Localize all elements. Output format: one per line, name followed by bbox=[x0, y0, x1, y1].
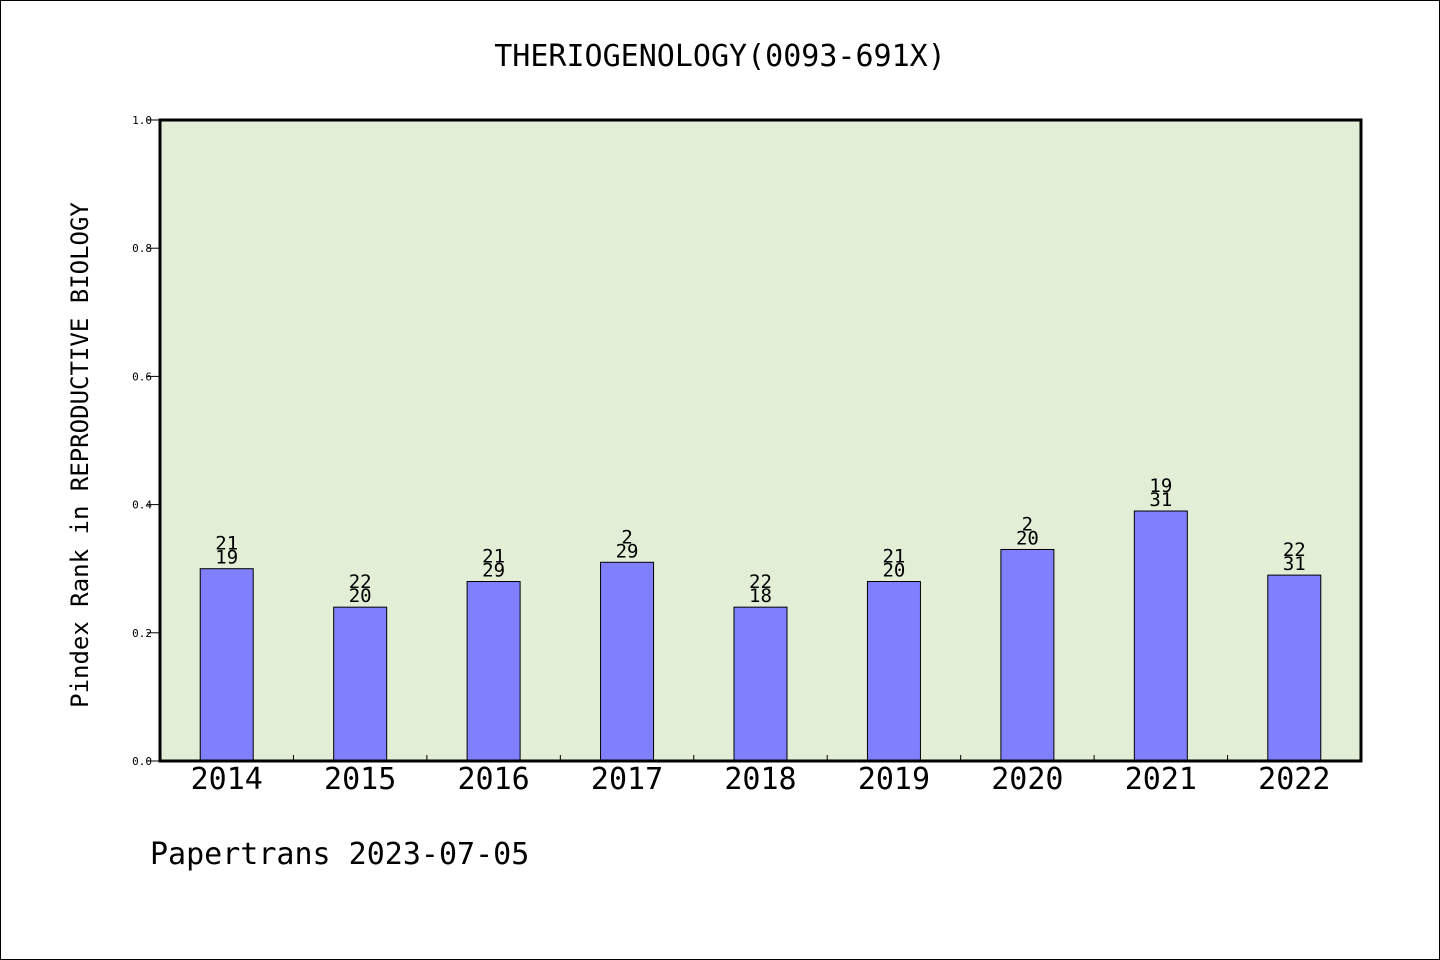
data-label-bottom: 31 bbox=[1149, 489, 1172, 511]
bar bbox=[199, 568, 254, 762]
data-label-bottom: 31 bbox=[1283, 553, 1306, 575]
data-label-top: 2 bbox=[1022, 513, 1033, 535]
data-label-top: 21 bbox=[882, 546, 905, 568]
bar bbox=[733, 606, 788, 762]
y-tick-label: 1.0 bbox=[132, 114, 152, 127]
data-label-top: 21 bbox=[215, 533, 238, 555]
data-label-bottom: 19 bbox=[215, 547, 238, 569]
data-label-bottom: 29 bbox=[482, 560, 505, 582]
data-label-top: 19 bbox=[1149, 475, 1172, 497]
footer-credit: Papertrans 2023-07-05 bbox=[150, 837, 529, 872]
x-axis: 2014 2015 2016 2017 2018 2019 2020 2021 2022 bbox=[191, 755, 1330, 797]
bar bbox=[466, 581, 521, 762]
data-label-bottom: 29 bbox=[616, 540, 639, 562]
x-tick-label: 2020 bbox=[991, 762, 1063, 797]
data-label-bottom: 20 bbox=[882, 560, 905, 582]
x-tick-label: 2014 bbox=[191, 762, 263, 797]
bar bbox=[866, 581, 921, 762]
y-axis: 0.0 0.2 0.4 0.6 0.8 1.0 bbox=[132, 114, 160, 768]
x-tick-label: 2019 bbox=[858, 762, 930, 797]
y-tick-label: 0.2 bbox=[132, 627, 152, 640]
data-label-top: 22 bbox=[749, 571, 772, 593]
y-tick-label: 0.0 bbox=[132, 755, 152, 768]
data-label-bottom: 18 bbox=[749, 585, 772, 607]
data-label-top: 22 bbox=[349, 571, 372, 593]
data-label-bottom: 20 bbox=[1016, 527, 1039, 549]
bar bbox=[1267, 574, 1322, 762]
y-tick-label: 0.4 bbox=[132, 499, 152, 512]
x-tick-label: 2016 bbox=[457, 762, 529, 797]
chart-title: THERIOGENOLOGY(0093-691X) bbox=[494, 39, 946, 74]
x-tick-label: 2021 bbox=[1125, 762, 1197, 797]
bar bbox=[333, 606, 388, 762]
bar bbox=[600, 561, 655, 762]
y-tick-label: 0.6 bbox=[132, 370, 152, 383]
y-tick-label: 0.8 bbox=[132, 242, 152, 255]
x-tick-label: 2017 bbox=[591, 762, 663, 797]
data-label-top: 21 bbox=[482, 546, 505, 568]
y-axis-label: Pindex Rank in REPRODUCTIVE BIOLOGY bbox=[66, 202, 94, 708]
bar-group bbox=[199, 510, 1322, 762]
plot-border bbox=[158, 118, 1363, 763]
x-tick-label: 2018 bbox=[724, 762, 796, 797]
data-label-top: 2 bbox=[621, 526, 632, 548]
x-tick-label: 2015 bbox=[324, 762, 396, 797]
bar bbox=[1000, 548, 1055, 762]
bar bbox=[1133, 510, 1188, 762]
x-tick-label: 2022 bbox=[1258, 762, 1330, 797]
data-label-top: 22 bbox=[1283, 539, 1306, 561]
data-label-bottom: 20 bbox=[349, 585, 372, 607]
